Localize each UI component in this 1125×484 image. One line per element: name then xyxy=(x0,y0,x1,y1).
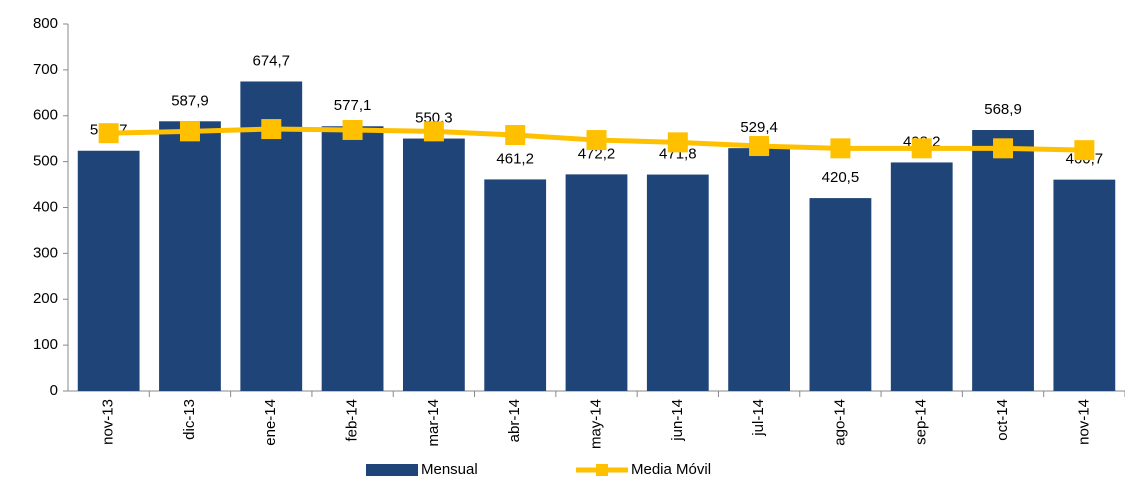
line-marker xyxy=(342,119,363,140)
legend-swatch xyxy=(596,464,608,476)
y-tick-label: 300 xyxy=(33,244,58,261)
line-marker xyxy=(911,138,932,159)
line-marker xyxy=(993,138,1014,159)
x-tick-label: feb-14 xyxy=(344,399,361,442)
legend-label: Media Móvil xyxy=(631,461,711,478)
x-tick-label: may-14 xyxy=(587,399,604,449)
line-marker xyxy=(749,136,770,157)
line-marker xyxy=(586,130,607,151)
x-tick-label: nov-13 xyxy=(100,399,117,445)
data-label: 529,4 xyxy=(740,119,778,136)
y-tick-label: 0 xyxy=(50,382,58,399)
bar xyxy=(484,179,547,391)
bar xyxy=(321,126,384,392)
line-marker xyxy=(179,121,200,142)
x-tick-label: sep-14 xyxy=(913,399,930,445)
y-tick-label: 400 xyxy=(33,198,58,215)
line-marker xyxy=(667,132,688,153)
line-marker xyxy=(830,138,851,159)
bar xyxy=(159,121,221,391)
line-marker xyxy=(423,121,444,142)
data-label: 461,2 xyxy=(496,150,534,167)
bar xyxy=(646,174,709,391)
x-tick-label: ene-14 xyxy=(262,399,279,446)
y-tick-label: 700 xyxy=(33,61,58,78)
y-tick-label: 800 xyxy=(33,15,58,32)
x-tick-label: dic-13 xyxy=(181,399,198,440)
y-tick-label: 600 xyxy=(33,107,58,124)
legend-label: Mensual xyxy=(421,461,478,478)
bar xyxy=(728,148,791,391)
x-tick-label: oct-14 xyxy=(994,399,1011,441)
bar xyxy=(402,138,465,391)
line-marker xyxy=(98,123,119,144)
x-tick-label: abr-14 xyxy=(506,399,523,442)
bar xyxy=(1053,179,1116,391)
x-tick-label: ago-14 xyxy=(831,399,848,446)
y-tick-label: 100 xyxy=(33,336,58,353)
bar xyxy=(972,130,1034,391)
x-tick-label: jun-14 xyxy=(669,399,686,442)
data-label: 587,9 xyxy=(171,92,209,109)
line-marker xyxy=(505,125,526,146)
data-label: 674,7 xyxy=(252,52,290,69)
bar xyxy=(565,174,628,391)
x-tick-label: jul-14 xyxy=(750,399,767,437)
y-tick-label: 500 xyxy=(33,153,58,170)
data-label: 568,9 xyxy=(984,101,1022,118)
bar xyxy=(77,150,140,391)
line-marker xyxy=(261,119,282,140)
x-tick-label: mar-14 xyxy=(425,399,442,447)
y-tick-label: 200 xyxy=(33,290,58,307)
data-label: 420,5 xyxy=(822,169,860,186)
data-label: 577,1 xyxy=(334,97,372,114)
line-marker xyxy=(1074,140,1095,161)
legend-swatch xyxy=(366,464,418,476)
bar xyxy=(890,162,953,391)
bar xyxy=(809,198,872,391)
x-tick-label: nov-14 xyxy=(1075,399,1092,445)
